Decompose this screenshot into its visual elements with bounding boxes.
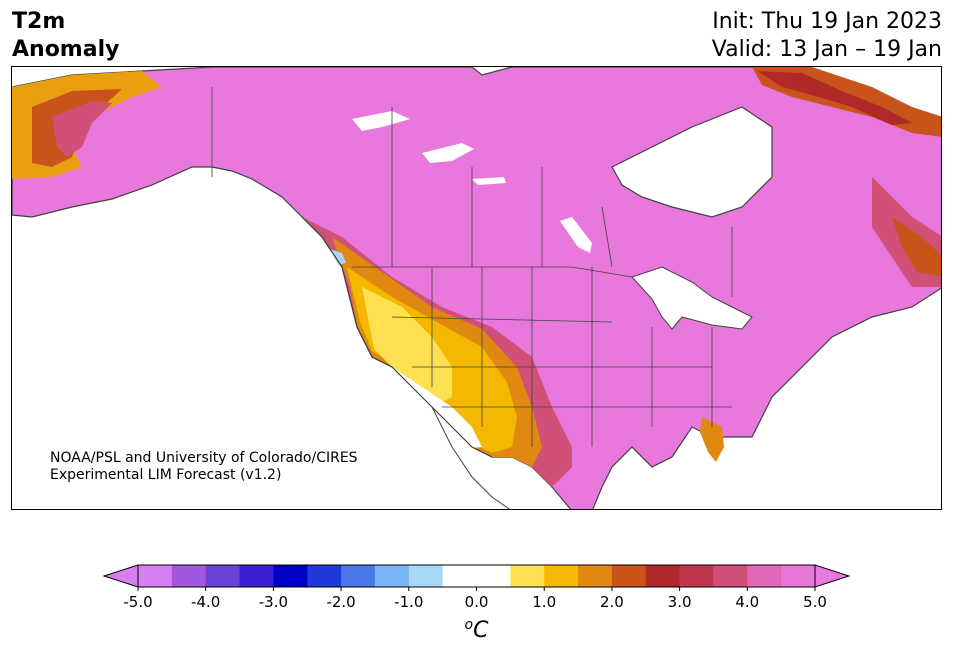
colorbar-cell <box>713 565 748 587</box>
colorbar-tick-label: -4.0 <box>191 593 220 611</box>
colorbar-tick-label: -1.0 <box>394 593 423 611</box>
arctic-warm-band-inner <box>757 71 912 125</box>
colorbar-cell <box>544 565 579 587</box>
west-coastline <box>301 216 493 458</box>
colorbar-tick-label: -2.0 <box>326 593 355 611</box>
pacific-nw-cool <box>330 249 346 265</box>
title-variable: T2m <box>12 9 66 34</box>
political-borders <box>211 87 733 447</box>
colorbar-tick-label: 4.0 <box>735 593 759 611</box>
credit-line-1: NOAA/PSL and University of Colorado/CIRE… <box>50 450 358 466</box>
colorbar-cell <box>679 565 714 587</box>
colorbar-cell <box>442 565 477 587</box>
colorbar-tick-label: 0.0 <box>465 593 489 611</box>
southwest-neutral-zone <box>392 367 482 449</box>
map-credit: NOAA/PSL and University of Colorado/CIRE… <box>50 450 358 484</box>
colorbar-cell <box>747 565 782 587</box>
colorbar-cell <box>205 565 241 587</box>
colorbar-unit-label: oC <box>465 617 490 643</box>
colorbar-cell <box>781 565 816 587</box>
colorbar-cell <box>138 565 173 587</box>
colorbar-tick-label: -5.0 <box>123 593 152 611</box>
map-title: T2m Anomaly <box>12 8 119 64</box>
colorbar-cell <box>307 565 342 587</box>
florida-warm <box>700 417 724 462</box>
colorbar-tick-label: 1.0 <box>532 593 556 611</box>
colorbar-tick-label: 5.0 <box>803 593 827 611</box>
colorbar-cell <box>476 565 511 587</box>
great-bear-lake <box>352 111 410 131</box>
colorbar: -5.0 -4.0 -3.0 -2.0 -1.0 0.0 1.0 2.0 3.0 4.0 5.0 oC <box>0 560 953 656</box>
colorbar-tick-label: 2.0 <box>600 593 624 611</box>
colorbar-cell <box>408 565 444 587</box>
colorbar-canvas: -5.0 -4.0 -3.0 -2.0 -1.0 0.0 1.0 2.0 3.0 4.0 5.0 oC <box>102 564 851 643</box>
colorbar-cell <box>273 565 308 587</box>
colorbar-over-arrow <box>814 564 851 588</box>
colorbar-cell <box>239 565 274 587</box>
maritime-warm-2 <box>892 217 941 277</box>
lake-athabasca <box>472 177 506 185</box>
valid-range: Valid: 13 Jan – 19 Jan <box>711 37 942 62</box>
map-canvas <box>12 67 941 509</box>
anomaly-map: NOAA/PSL and University of Colorado/CIRE… <box>11 66 942 510</box>
init-date: Init: Thu 19 Jan 2023 <box>712 9 942 34</box>
colorbar-tick-label: 3.0 <box>668 593 692 611</box>
colorbar-under-arrow <box>102 564 139 588</box>
lake-winnipeg <box>560 217 592 253</box>
colorbar-cell <box>374 565 410 587</box>
west-us-pale-yellow <box>362 287 452 407</box>
colorbar-cell <box>341 565 376 587</box>
great-lakes <box>631 266 753 330</box>
colorbar-cell <box>510 565 545 587</box>
colorbar-cell <box>578 565 613 587</box>
colorbar-cell <box>645 565 681 587</box>
colorbar-tick-label: -3.0 <box>259 593 288 611</box>
credit-line-2: Experimental LIM Forecast (v1.2) <box>50 467 282 483</box>
mexico-coastline <box>431 406 511 509</box>
hudson-bay <box>611 106 773 218</box>
title-type: Anomaly <box>12 37 120 62</box>
great-slave-lake <box>422 143 474 163</box>
forecast-dates: Init: Thu 19 Jan 2023 Valid: 13 Jan – 19… <box>712 8 942 64</box>
colorbar-cell <box>171 565 207 587</box>
colorbar-cell <box>611 565 647 587</box>
alaska-warm-gradient-3 <box>52 101 112 157</box>
